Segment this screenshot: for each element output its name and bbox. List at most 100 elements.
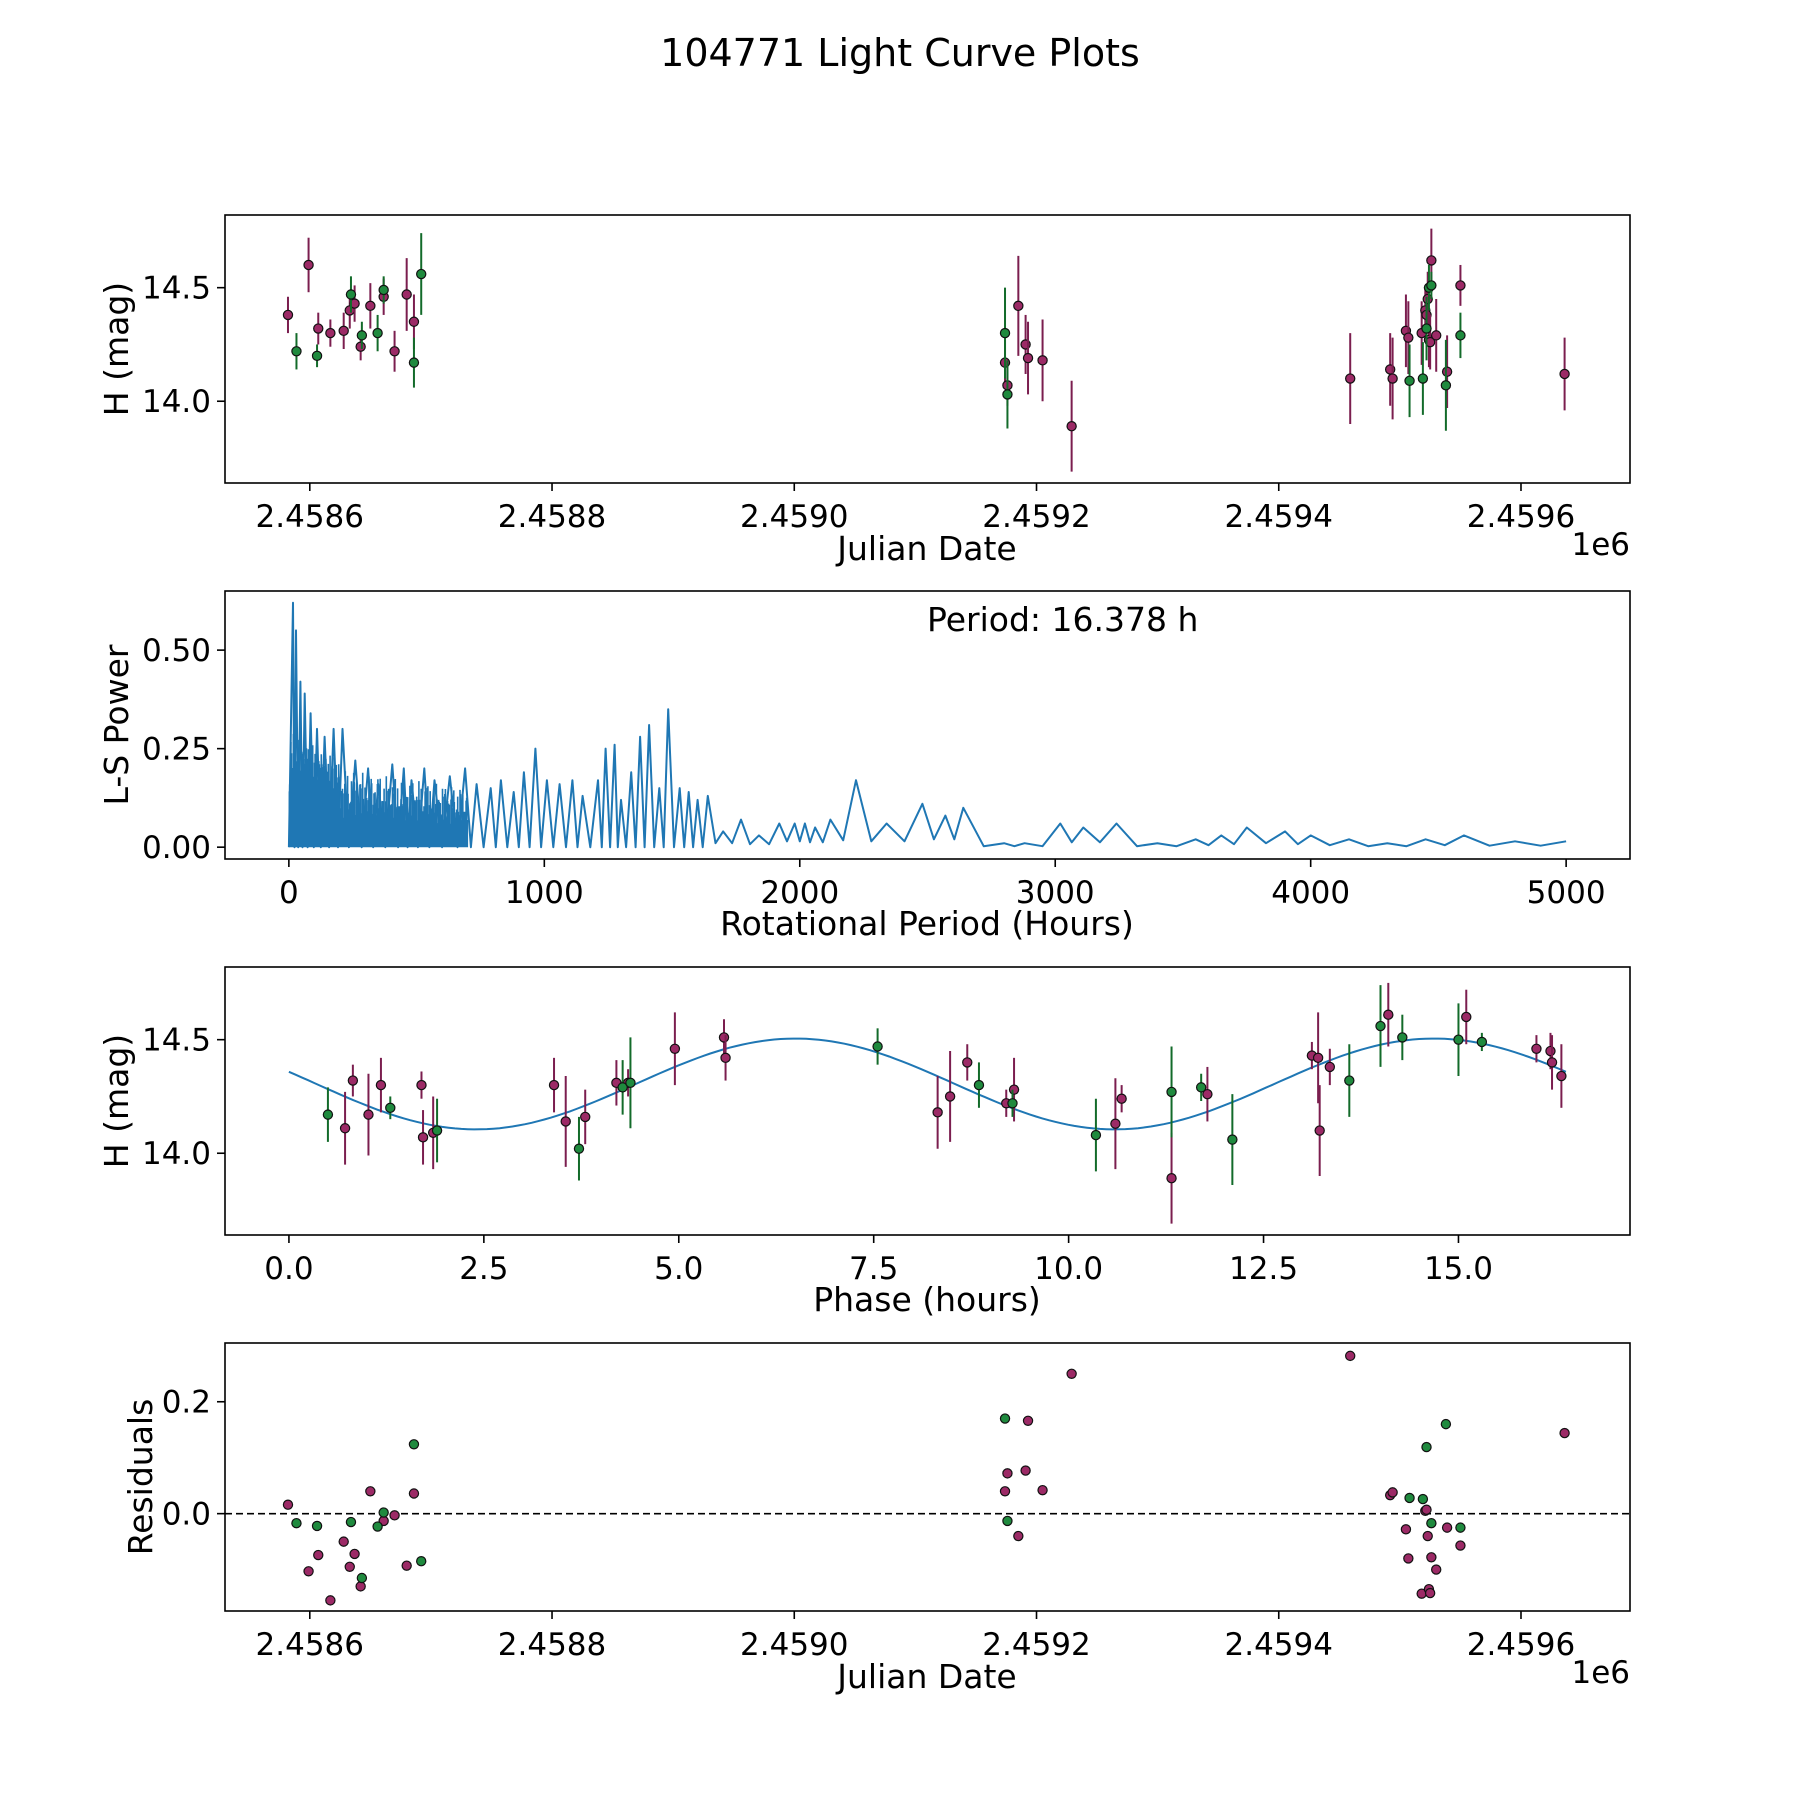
residuals-y-tick-label: 0.2 [162, 1385, 211, 1421]
residuals-point-r [1013, 1530, 1024, 1542]
residuals-point-r [282, 1499, 294, 1510]
periodogram-line [287, 601, 1567, 849]
residuals-point-r [999, 1486, 1011, 1497]
raw-point-r [1022, 352, 1034, 364]
residuals-point-r [355, 1581, 366, 1592]
raw-point-g [372, 327, 383, 339]
phased-data-layer [288, 982, 1567, 1224]
raw-point-r [365, 300, 376, 312]
period-annotation: Period: 16.378 h [927, 600, 1198, 639]
phased-point-r [580, 1111, 591, 1123]
raw-point-g [999, 327, 1011, 339]
raw-axes: 2.4586 2.4588 2.4590 2.4592 2.4594 2.4596 14.0… [142, 271, 1575, 535]
residuals-point-g [378, 1507, 389, 1518]
raw-point-g [1426, 280, 1437, 291]
raw-x-tick-label: 2.4596 [1467, 499, 1575, 535]
periodogram-plot-frame [224, 590, 1631, 860]
residuals-point-g [372, 1521, 383, 1532]
phased-x-tick-label: 0.0 [264, 1251, 313, 1287]
raw-point-g [1002, 389, 1013, 400]
residuals-x-tick-label: 2.4596 [1467, 1627, 1575, 1663]
residuals-point-r [389, 1510, 400, 1521]
phased-point-r [1383, 1009, 1394, 1020]
raw-point-r [1431, 330, 1442, 341]
raw-point-g [1404, 375, 1415, 386]
residuals-axes: 2.4586 2.4588 2.4590 2.4592 2.4594 2.4596 0.0 0… [162, 1385, 1576, 1663]
raw-point-g [416, 268, 427, 280]
periodogram-y-tick-label: 0.25 [142, 732, 211, 768]
raw-plot-frame [224, 214, 1631, 484]
raw-point-g [345, 289, 357, 300]
residuals-x-tick-label: 2.4588 [498, 1627, 606, 1663]
periodogram-y-tick-label: 0.00 [142, 830, 211, 866]
phased-point-r [1110, 1118, 1121, 1129]
phased-point-r [1314, 1125, 1325, 1136]
residuals-point-r [303, 1566, 314, 1577]
phased-x-tick-label: 10.0 [1034, 1251, 1103, 1287]
phased-y-tick-label: 14.5 [142, 1023, 211, 1059]
residuals-xlabel: Julian Date [835, 1657, 1017, 1696]
residuals-point-g [356, 1572, 368, 1584]
residuals-point-r [1455, 1540, 1466, 1551]
phased-point-g [1476, 1036, 1488, 1048]
residuals-point-g [1404, 1492, 1415, 1504]
residuals-ylabel: Residuals [121, 1399, 160, 1556]
raw-point-r [313, 323, 324, 334]
raw-x-tick-label: 2.4586 [256, 499, 364, 535]
phased-point-g [1007, 1098, 1018, 1109]
residuals-point-g [1002, 1515, 1013, 1527]
phased-point-g [1344, 1075, 1355, 1086]
raw-x-offset-label: 1e6 [1571, 527, 1630, 563]
residuals-point-g [408, 1439, 420, 1450]
periodogram-panel: 0 1000 2000 3000 4000 5000 0.00 0.25 0.50 Period… [97, 590, 1631, 943]
raw-light-curve-panel: 2.4586 2.4588 2.4590 2.4592 2.4594 2.4596 14.0… [97, 214, 1631, 568]
raw-point-r [1345, 373, 1356, 384]
raw-x-tick-label: 2.4594 [1225, 499, 1333, 535]
residuals-point-r [1431, 1564, 1442, 1575]
phased-plot-frame [224, 966, 1631, 1236]
raw-point-g [378, 284, 389, 296]
phased-point-g [385, 1102, 396, 1114]
phased-light-curve-panel: 0.0 2.5 5.0 7.5 10.0 12.5 15.0 14.0 14.5 Phase (… [97, 966, 1631, 1319]
phased-point-r [363, 1109, 374, 1120]
raw-point-g [1455, 330, 1466, 341]
figure-title: 104771 Light Curve Plots [660, 31, 1140, 75]
phased-point-g [573, 1143, 585, 1154]
residuals-point-r [1424, 1587, 1436, 1599]
raw-point-g [1440, 380, 1452, 391]
residuals-point-r [313, 1549, 324, 1561]
periodogram-x-tick-label: 4000 [1271, 875, 1350, 911]
raw-point-g [311, 350, 323, 362]
residuals-x-tick-label: 2.4590 [740, 1627, 848, 1663]
residuals-point-g [416, 1556, 427, 1567]
raw-x-tick-label: 2.4588 [498, 499, 606, 535]
residuals-point-r [1345, 1350, 1356, 1362]
residuals-x-offset-label: 1e6 [1571, 1655, 1630, 1691]
residuals-point-r [401, 1560, 412, 1571]
raw-point-r [325, 327, 336, 339]
residuals-point-r [1421, 1504, 1432, 1515]
periodogram-ylabel: L-S Power [97, 644, 136, 805]
raw-x-tick-label: 2.4590 [740, 499, 848, 535]
phased-point-r [1202, 1088, 1213, 1100]
raw-point-r [1387, 373, 1398, 384]
raw-y-tick-label: 14.0 [142, 384, 211, 420]
phased-point-r [375, 1079, 387, 1091]
periodogram-xlabel: Rotational Period (Hours) [720, 904, 1134, 943]
raw-xlabel: Julian Date [835, 529, 1017, 568]
raw-point-r [1013, 300, 1024, 312]
periodogram-x-tick-label: 2000 [760, 875, 839, 911]
residuals-point-r [338, 1536, 349, 1547]
phased-point-r [416, 1079, 427, 1091]
raw-point-r [1066, 421, 1077, 432]
residuals-x-tick-label: 2.4586 [256, 1627, 364, 1663]
raw-point-r [1441, 366, 1453, 377]
raw-point-g [1417, 373, 1429, 384]
residuals-point-r [325, 1595, 336, 1606]
phased-point-g [1453, 1034, 1464, 1045]
raw-point-r [282, 309, 294, 321]
phased-x-tick-label: 2.5 [459, 1251, 508, 1287]
raw-y-tick-label: 14.5 [142, 271, 211, 307]
phased-point-r [339, 1123, 351, 1134]
residuals-point-g [291, 1517, 302, 1529]
